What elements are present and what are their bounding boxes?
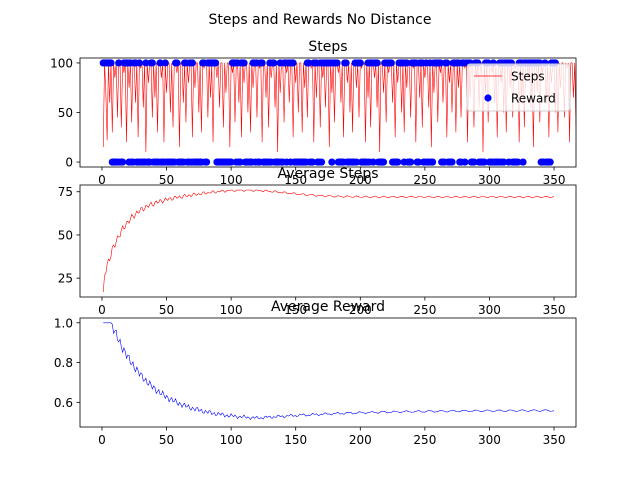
y-tick-label: 50 — [58, 228, 73, 242]
x-tick-label: 0 — [98, 173, 106, 187]
reward-point — [403, 59, 411, 67]
reward-point — [236, 158, 244, 166]
x-tick-label: 300 — [478, 173, 501, 187]
reward-point — [461, 158, 469, 166]
reward-point — [173, 59, 181, 67]
x-tick-label: 100 — [220, 433, 243, 447]
reward-point — [188, 59, 196, 67]
x-tick-label: 50 — [159, 173, 174, 187]
reward-point — [305, 59, 313, 67]
reward-point — [240, 59, 248, 67]
legend: Steps Reward — [466, 63, 571, 112]
x-tick-label: 200 — [349, 433, 372, 447]
x-tick-label: 0 — [98, 433, 106, 447]
reward-point — [342, 59, 350, 67]
subplots: 0 50 100 150 200 250 300 350050100StepsStepsRew… — [50, 39, 577, 447]
average-reward-line — [103, 322, 555, 420]
x-tick-label: 250 — [413, 303, 436, 317]
reward-point — [480, 158, 488, 166]
reward-point — [514, 158, 522, 166]
reward-point — [500, 158, 508, 166]
reward-point — [448, 158, 456, 166]
legend-steps-label: Steps — [511, 70, 545, 84]
figure-suptitle: Steps and Rewards No Distance — [209, 12, 432, 28]
x-tick-label: 100 — [220, 303, 243, 317]
x-tick-label: 200 — [349, 173, 372, 187]
reward-point — [156, 59, 164, 67]
x-tick-label: 350 — [543, 303, 566, 317]
y-tick-label: 75 — [58, 185, 73, 199]
reward-point — [436, 59, 444, 67]
plot-area — [102, 189, 555, 293]
reward-point — [258, 59, 266, 67]
subplot-1: 0 50 100 150 200 250 300 350 0 50 100 Steps Steps Rew… — [50, 39, 577, 187]
reward-point — [119, 158, 127, 166]
reward-point — [546, 158, 554, 166]
x-tick-label: 200 — [349, 303, 372, 317]
subplot-title: Steps — [308, 39, 347, 55]
reward-point — [470, 158, 478, 166]
y-tick-label: 50 — [58, 106, 73, 120]
x-tick-label: 100 — [220, 173, 243, 187]
reward-point — [212, 59, 220, 67]
axes-frame — [79, 184, 577, 298]
subplot-title: Average Reward — [271, 299, 385, 315]
reward-point — [107, 59, 115, 67]
y-tick-label: 1.0 — [54, 316, 73, 330]
x-tick-label: 250 — [413, 433, 436, 447]
plot-area — [99, 59, 576, 166]
x-tick-label: 0 — [98, 303, 106, 317]
average-steps-line — [102, 189, 555, 293]
reward-point — [328, 158, 336, 166]
subplot-2: 0 50 100 150 200 250 300 350 25 50 75 Average Steps — [58, 166, 577, 317]
y-tick-label: 100 — [50, 56, 73, 70]
x-tick-label: 150 — [284, 303, 307, 317]
reward-point — [429, 158, 437, 166]
reward-point — [270, 59, 278, 67]
x-tick-label: 250 — [413, 173, 436, 187]
reward-point — [387, 59, 395, 67]
x-tick-label: 50 — [159, 303, 174, 317]
x-tick-label: 300 — [478, 303, 501, 317]
reward-point — [369, 158, 377, 166]
reward-point — [407, 158, 415, 166]
reward-point — [202, 158, 211, 166]
reward-point — [373, 59, 381, 67]
reward-point — [308, 158, 317, 166]
reward-point — [519, 158, 527, 166]
y-tick-label: 0.6 — [54, 396, 73, 410]
x-tick-label: 300 — [478, 433, 501, 447]
x-tick-label: 150 — [284, 433, 307, 447]
reward-point — [161, 59, 169, 67]
reward-point — [115, 59, 123, 67]
x-tick-label: 350 — [543, 173, 566, 187]
y-tick-label: 25 — [58, 272, 73, 286]
subplot-3: 0 50 100 150 200 250 300 350 0.6 0.8 1.0 Average Re… — [54, 299, 577, 447]
plot-area — [103, 322, 555, 420]
y-tick-label: 0.8 — [54, 356, 73, 370]
reward-point — [227, 158, 235, 166]
reward-point — [352, 158, 361, 166]
reward-point — [356, 59, 364, 67]
reward-point — [443, 59, 451, 67]
axes-frame — [79, 317, 577, 428]
y-tick-label: 0 — [65, 156, 73, 170]
subplot-title: Average Steps — [277, 166, 378, 182]
legend-reward-swatch — [484, 94, 492, 102]
legend-reward-label: Reward — [511, 92, 556, 106]
reward-point — [148, 59, 156, 67]
reward-point — [394, 158, 402, 166]
reward-point — [333, 59, 341, 67]
reward-point — [135, 59, 144, 67]
reward-point — [289, 59, 297, 67]
x-tick-label: 50 — [159, 433, 174, 447]
x-tick-label: 350 — [543, 433, 566, 447]
reward-point — [142, 59, 150, 67]
x-tick-label: 150 — [284, 173, 307, 187]
reward-point — [379, 158, 388, 166]
reward-point — [317, 158, 326, 166]
reward-point — [414, 158, 423, 166]
